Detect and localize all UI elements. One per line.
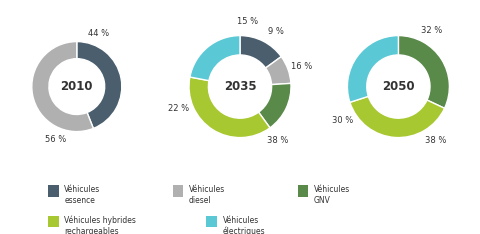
Text: 2010: 2010 bbox=[60, 80, 93, 93]
Text: 2035: 2035 bbox=[224, 80, 256, 93]
Wedge shape bbox=[240, 36, 281, 68]
Wedge shape bbox=[398, 36, 449, 108]
Wedge shape bbox=[32, 42, 94, 132]
Text: 15 %: 15 % bbox=[238, 17, 259, 26]
Text: Véhicules
électriques: Véhicules électriques bbox=[223, 216, 265, 234]
Wedge shape bbox=[350, 96, 444, 138]
Wedge shape bbox=[348, 36, 398, 102]
Text: Véhicules hybrides
rechargeables: Véhicules hybrides rechargeables bbox=[64, 216, 136, 234]
Text: 44 %: 44 % bbox=[88, 29, 109, 38]
Text: 32 %: 32 % bbox=[421, 26, 443, 35]
Text: 9 %: 9 % bbox=[268, 27, 284, 36]
Text: 30 %: 30 % bbox=[332, 116, 353, 125]
Text: Véhicules
GNV: Véhicules GNV bbox=[314, 185, 350, 205]
Wedge shape bbox=[265, 57, 291, 85]
Wedge shape bbox=[259, 83, 291, 128]
Wedge shape bbox=[190, 36, 240, 81]
Text: 2050: 2050 bbox=[382, 80, 415, 93]
Text: 56 %: 56 % bbox=[45, 135, 66, 144]
Text: 16 %: 16 % bbox=[291, 62, 312, 71]
Wedge shape bbox=[189, 77, 270, 138]
Text: Véhicules
diesel: Véhicules diesel bbox=[189, 185, 226, 205]
Text: 22 %: 22 % bbox=[168, 104, 189, 113]
Text: 38 %: 38 % bbox=[267, 135, 288, 145]
Text: 38 %: 38 % bbox=[425, 135, 446, 145]
Wedge shape bbox=[77, 42, 122, 128]
Text: Véhicules
essence: Véhicules essence bbox=[64, 185, 101, 205]
